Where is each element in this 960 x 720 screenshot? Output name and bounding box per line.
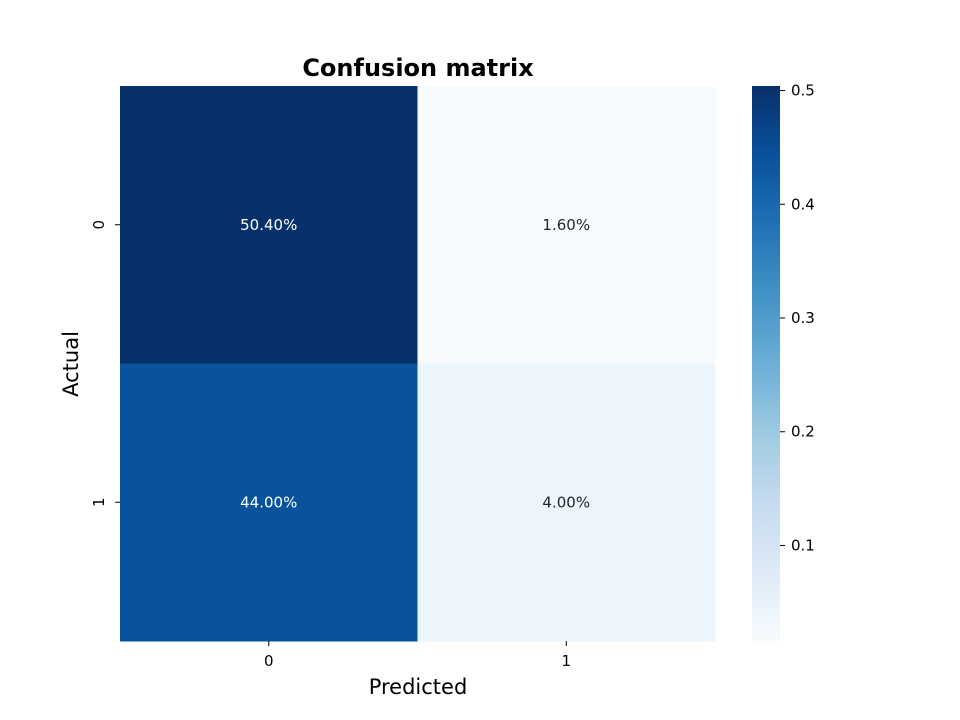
heatmap-cell-1-1 (417, 363, 716, 642)
cell-label-0-1: 1.60% (542, 216, 590, 234)
cell-label-1-0: 44.00% (240, 493, 297, 511)
cell-label-1-1: 4.00% (542, 493, 590, 511)
heatmap-cells: 50.40% 1.60% 44.00% 4.00% (120, 86, 716, 642)
heatmap-cell-1-0 (120, 363, 418, 642)
cell-label-0-0: 50.40% (240, 216, 297, 234)
heatmap-cell-0-0 (120, 86, 418, 364)
x-axis-label: Predicted (369, 675, 468, 699)
y-axis-ticks: 01 (90, 220, 120, 507)
chart-title: Confusion matrix (302, 54, 534, 82)
y-tick-label-1: 1 (90, 497, 108, 507)
colorbar-tick-label-2: 0.3 (791, 309, 815, 327)
colorbar-gradient (752, 86, 780, 641)
x-tick-label-0: 0 (264, 652, 274, 670)
y-tick-label-0: 0 (90, 220, 108, 230)
colorbar-tick-label-3: 0.4 (791, 195, 815, 213)
colorbar: 0.1 0.2 0.3 0.4 0.5 (752, 82, 815, 641)
colorbar-tick-label-1: 0.2 (791, 423, 815, 441)
colorbar-ticks: 0.1 0.2 0.3 0.4 0.5 (780, 82, 815, 554)
y-axis-label: Actual (59, 331, 83, 397)
colorbar-tick-label-4: 0.5 (791, 82, 815, 100)
x-tick-label-1: 1 (561, 652, 571, 670)
heatmap-cell-0-1 (417, 86, 716, 364)
colorbar-tick-label-0: 0.1 (791, 536, 815, 554)
